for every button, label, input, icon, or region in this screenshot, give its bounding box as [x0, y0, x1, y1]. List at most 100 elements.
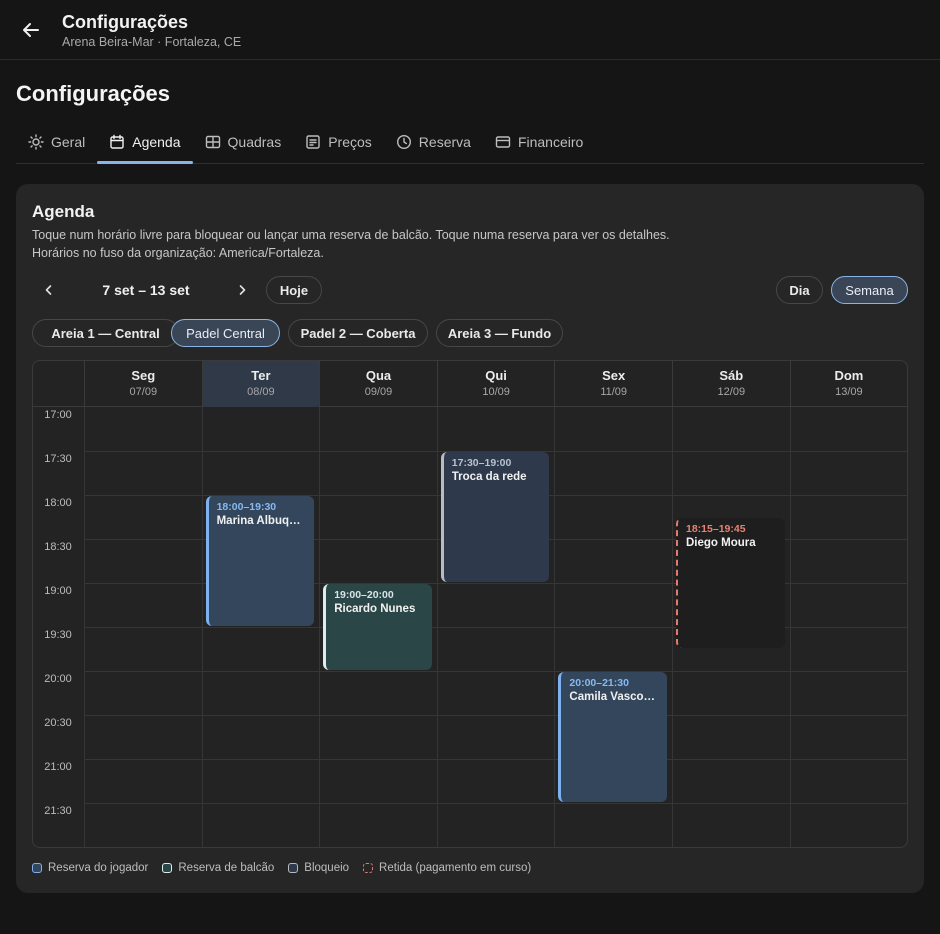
time-slot[interactable]: [203, 804, 320, 847]
back-button[interactable]: [20, 19, 42, 41]
time-slot[interactable]: [673, 672, 790, 715]
booking-event[interactable]: 18:15–19:45 Diego Moura: [676, 518, 785, 648]
court-filter-padel-central[interactable]: Padel Central: [171, 319, 280, 347]
court-filter-padel-2[interactable]: Padel 2 — Coberta: [288, 319, 428, 347]
day-date: 07/09: [129, 386, 158, 398]
top-bar: Configurações Arena Beira-Mar · Fortalez…: [0, 0, 940, 60]
next-week-button[interactable]: [230, 278, 254, 302]
day-name: Sex: [602, 368, 626, 383]
card-icon: [495, 136, 511, 148]
time-slot[interactable]: [673, 452, 790, 495]
time-slot[interactable]: [85, 716, 202, 759]
booking-event[interactable]: 17:30–19:00 Troca da rede: [440, 452, 550, 582]
time-slot[interactable]: [673, 716, 790, 759]
time-slot[interactable]: [555, 804, 672, 847]
time-slot[interactable]: [791, 540, 907, 583]
time-slot[interactable]: [438, 628, 555, 671]
tab-geral[interactable]: Geral: [16, 122, 97, 162]
time-slot[interactable]: [203, 408, 320, 451]
time-slot[interactable]: [438, 716, 555, 759]
day-date: 12/09: [717, 386, 746, 398]
time-slot[interactable]: [203, 760, 320, 803]
legend-swatch: [288, 863, 299, 873]
time-slot[interactable]: [85, 452, 202, 495]
week-view-button[interactable]: Semana: [831, 276, 908, 304]
booking-event[interactable]: 20:00–21:30 Camila Vascon…: [558, 672, 667, 802]
day-date: 13/09: [835, 386, 863, 398]
time-slot[interactable]: [320, 496, 437, 539]
time-slot[interactable]: [673, 804, 790, 847]
time-label: 21:00: [44, 761, 72, 773]
time-slot[interactable]: [791, 452, 907, 495]
tab-label: Preços: [328, 134, 372, 150]
time-slot[interactable]: [555, 540, 672, 583]
time-slot[interactable]: [203, 452, 320, 495]
time-slot[interactable]: [85, 584, 202, 627]
time-slot[interactable]: [791, 584, 907, 627]
slot-divider: [84, 803, 907, 804]
time-slot[interactable]: [85, 408, 202, 451]
time-slot[interactable]: [555, 452, 672, 495]
tab-precos[interactable]: Preços: [293, 122, 384, 162]
time-slot[interactable]: [438, 760, 555, 803]
agenda-description: Toque num horário livre para bloquear ou…: [32, 226, 670, 262]
legend-swatch: [32, 863, 42, 873]
time-slot[interactable]: [791, 628, 907, 671]
time-slot[interactable]: [438, 804, 555, 847]
week-calendar: Seg 07/09 Ter 08/09 Qua 09/09 Qui 10/09 Sex 11/09…: [32, 360, 908, 848]
legend-swatch: [363, 863, 374, 873]
booking-event[interactable]: 19:00–20:00 Ricardo Nunes: [323, 584, 432, 670]
legend-swatch: [162, 863, 173, 873]
time-slot[interactable]: [203, 628, 320, 671]
time-slot[interactable]: [203, 672, 320, 715]
day-header: Sex 11/09: [554, 361, 672, 407]
time-slot[interactable]: [85, 496, 202, 539]
time-slot[interactable]: [555, 496, 672, 539]
day-view-button[interactable]: Dia: [776, 276, 823, 304]
time-slot[interactable]: [85, 804, 202, 847]
court-filter-areia-3[interactable]: Areia 3 — Fundo: [436, 319, 563, 347]
tab-agenda[interactable]: Agenda: [97, 122, 193, 164]
prev-week-button[interactable]: [37, 278, 61, 302]
slot-divider: [84, 671, 907, 672]
calendar-legend: Reserva do jogador Reserva de balcão Bloqu…: [32, 862, 531, 874]
time-slot[interactable]: [85, 540, 202, 583]
time-slot[interactable]: [791, 496, 907, 539]
time-slot[interactable]: [438, 672, 555, 715]
legend-item: Retida (pagamento em curso): [363, 862, 531, 874]
time-slot[interactable]: [320, 540, 437, 583]
time-slot[interactable]: [203, 716, 320, 759]
booking-event[interactable]: 18:00–19:30 Marina Albuque…: [205, 496, 315, 626]
time-slot[interactable]: [791, 716, 907, 759]
event-title: Troca da rede: [451, 471, 527, 483]
time-slot[interactable]: [85, 760, 202, 803]
time-slot[interactable]: [555, 408, 672, 451]
event-time: 20:00–21:30: [569, 677, 629, 689]
time-slot[interactable]: [320, 672, 437, 715]
time-slot[interactable]: [673, 760, 790, 803]
time-slot[interactable]: [320, 760, 437, 803]
time-slot[interactable]: [320, 408, 437, 451]
time-slot[interactable]: [85, 628, 202, 671]
event-title: Camila Vascon…: [569, 691, 659, 703]
tab-financeiro[interactable]: Financeiro: [483, 122, 595, 162]
day-name: Ter: [251, 368, 271, 383]
tab-quadras[interactable]: Quadras: [193, 122, 294, 162]
time-slot[interactable]: [555, 628, 672, 671]
time-slot[interactable]: [85, 672, 202, 715]
time-slot[interactable]: [791, 408, 907, 451]
time-slot[interactable]: [555, 584, 672, 627]
time-slot[interactable]: [320, 716, 437, 759]
time-slot[interactable]: [438, 584, 555, 627]
time-slot[interactable]: [320, 452, 437, 495]
time-slot[interactable]: [791, 672, 907, 715]
today-button[interactable]: Hoje: [266, 276, 322, 304]
time-slot[interactable]: [320, 804, 437, 847]
time-slot[interactable]: [673, 408, 790, 451]
tab-reserva[interactable]: Reserva: [384, 122, 483, 162]
time-slot[interactable]: [791, 804, 907, 847]
time-slot[interactable]: [438, 408, 555, 451]
header-subtitle: Arena Beira-Mar · Fortaleza, CE: [62, 34, 242, 49]
court-filter-areia-1[interactable]: Areia 1 — Central: [32, 319, 179, 347]
time-slot[interactable]: [791, 760, 907, 803]
